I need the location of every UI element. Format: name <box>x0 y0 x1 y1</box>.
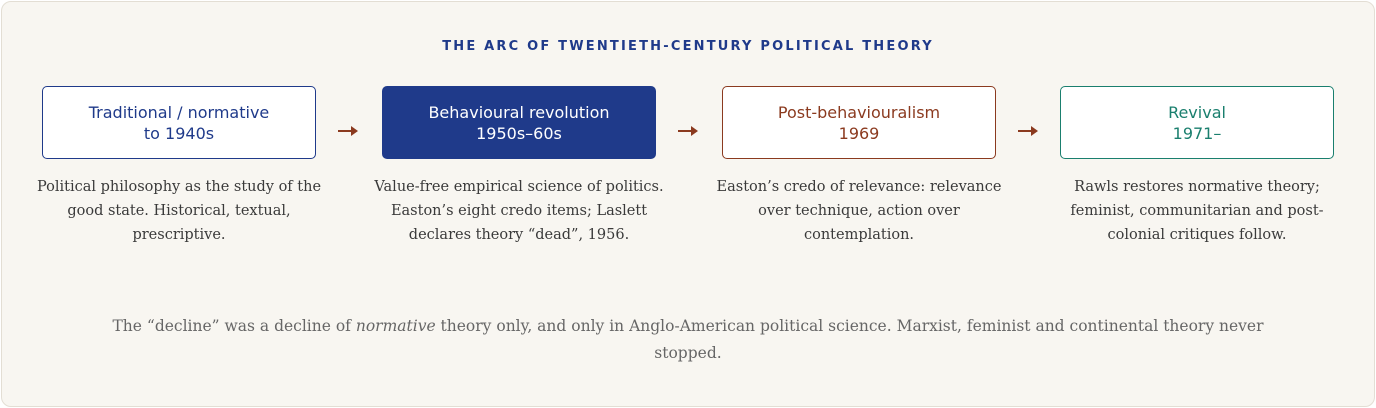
stage-period: 1969 <box>838 123 880 143</box>
arrow-icon <box>1018 126 1038 136</box>
stage-description: Political philosophy as the study of the… <box>36 179 322 243</box>
stage-description: Value-free empirical science of politics… <box>374 179 664 243</box>
footnote-text: theory only, and only in Anglo-American … <box>435 317 1264 362</box>
stage-box: Behavioural revolution 1950s–60s <box>382 86 656 159</box>
stage-period: 1971– <box>1172 123 1222 143</box>
footnote-emphasis: normative <box>355 317 436 335</box>
footnote: The “decline” was a decline of normative… <box>90 313 1286 367</box>
title: THE ARC OF TWENTIETH-CENTURY POLITICAL T… <box>442 39 934 54</box>
arrow <box>336 121 362 145</box>
arrow <box>1016 121 1042 145</box>
stage-box: Traditional / normative to 1940s <box>42 86 316 159</box>
footnote-text: The “decline” was a decline of <box>112 317 356 335</box>
stage-label: Revival <box>1168 102 1226 122</box>
arrow-icon <box>338 126 358 136</box>
stage-box: Post-behaviouralism 1969 <box>722 86 996 159</box>
arrow-icon <box>678 126 698 136</box>
stage-label: Traditional / normative <box>88 102 270 122</box>
stage-label: Behavioural revolution <box>428 102 610 122</box>
stage-box: Revival 1971– <box>1060 86 1334 159</box>
stage-period: 1950s–60s <box>476 123 562 143</box>
arrow <box>676 121 702 145</box>
stage-description: Rawls restores normative theory; feminis… <box>1070 179 1324 243</box>
stage-period: to 1940s <box>143 123 215 143</box>
stage-label: Post-behaviouralism <box>777 102 941 122</box>
stage-description: Easton’s credo of relevance: relevance o… <box>716 179 1002 243</box>
